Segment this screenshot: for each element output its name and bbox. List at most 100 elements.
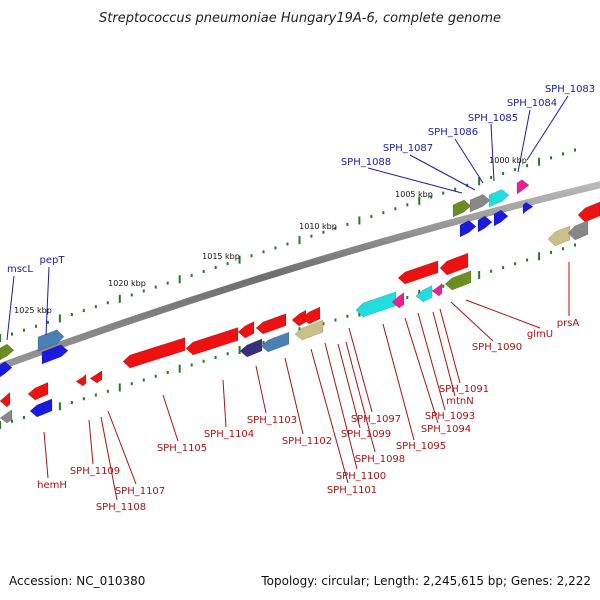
leader-line: [337, 343, 361, 429]
gene-block: [41, 344, 69, 365]
leader-line: [450, 301, 494, 342]
scale-label: 1000 kbp: [489, 156, 527, 165]
gene-block: [567, 220, 589, 241]
gene-block: [488, 189, 510, 208]
leader-line: [310, 348, 349, 484]
leader-line: [439, 308, 461, 384]
leader-line: [324, 342, 358, 470]
scale-label: 1010 kbp: [299, 222, 337, 231]
gene-label: SPH_1091: [439, 384, 489, 395]
leader-line: [107, 410, 137, 485]
gene-label: mtnN: [446, 396, 473, 407]
scale-label: 1015 kbp: [202, 252, 240, 261]
leader-line: [490, 123, 495, 182]
leader-line: [417, 312, 446, 411]
leader-line: [382, 323, 415, 441]
gene-block: [185, 327, 239, 356]
gene-labels: 1000 kbp 1005 kbp 1010 kbp 1015 kbp 1020 kbp…: [7, 84, 595, 513]
leader-line: [162, 394, 179, 442]
leader-line: [255, 365, 267, 414]
gene-label: SPH_1100: [336, 471, 386, 482]
scale-label: 1020 kbp: [108, 279, 146, 288]
gene-block: [439, 252, 469, 276]
gene-block: [452, 199, 472, 218]
leader-line: [465, 299, 541, 329]
gene-block: [397, 260, 439, 285]
leader-line: [222, 379, 227, 428]
gene-block: [493, 209, 509, 227]
gene-block: [459, 220, 477, 238]
gene-label: SPH_1107: [115, 486, 165, 497]
leader-line: [404, 317, 439, 424]
gene-label: SPH_1087: [383, 143, 433, 154]
gene-block: [469, 194, 491, 213]
gene-block: [415, 285, 433, 303]
leader-line: [526, 95, 569, 161]
gene-block: [75, 373, 87, 387]
leader-line: [454, 138, 484, 184]
gene-label: SPH_1093: [425, 411, 475, 422]
accession-text: Accession: NC_010380: [9, 574, 146, 588]
gene-block: [291, 309, 307, 327]
leader-line: [345, 341, 376, 453]
gene-label: hemH: [37, 480, 67, 491]
gene-label: prsA: [557, 318, 580, 329]
scale-label: 1005 kbp: [395, 190, 433, 199]
gene-block: [431, 282, 443, 297]
gene-label: SPH_1104: [204, 429, 254, 440]
gene-block: [355, 291, 397, 318]
gene-block: [122, 337, 186, 369]
gene-block: [444, 270, 472, 291]
leader-line: [367, 167, 463, 194]
gene-block: [0, 391, 11, 408]
gene-features: [0, 179, 600, 424]
gene-block: [577, 201, 600, 223]
map-title: Streptococcus pneumoniae Hungary19A-6, c…: [99, 11, 501, 26]
leader-line: [88, 419, 94, 465]
gene-label: SPH_1109: [70, 466, 120, 477]
leader-line: [100, 416, 118, 501]
gene-block: [260, 331, 290, 353]
gene-block: [0, 409, 13, 424]
gene-label: SPH_1103: [247, 415, 297, 426]
gene-label: SPH_1094: [421, 424, 471, 435]
gene-label: SPH_1088: [341, 157, 391, 168]
gene-block: [37, 329, 65, 352]
gene-label: SPH_1095: [396, 441, 446, 452]
leader-line: [43, 431, 49, 479]
topology-text: Topology: circular; Length: 2,245,615 bp…: [261, 574, 591, 588]
gene-block: [522, 201, 534, 215]
leader-line: [409, 154, 476, 191]
gene-label: pepT: [40, 255, 66, 266]
gene-block: [294, 319, 324, 341]
gene-block: [29, 398, 53, 418]
gene-block: [301, 306, 321, 325]
gene-label: SPH_1108: [96, 502, 146, 513]
gene-label: SPH_1099: [341, 429, 391, 440]
gene-block: [547, 225, 571, 247]
gene-label: SPH_1102: [282, 436, 332, 447]
gene-label: SPH_1101: [327, 485, 377, 496]
leader-line: [284, 357, 304, 435]
gene-block: [0, 343, 15, 361]
leader-lines: [6, 95, 570, 501]
gene-block: [27, 382, 49, 401]
leader-line: [517, 109, 531, 173]
gene-label: SPH_1090: [472, 342, 522, 353]
leader-line: [6, 275, 15, 341]
gene-label: SPH_1084: [507, 98, 557, 109]
gene-block: [391, 292, 405, 309]
gene-label: SPH_1086: [428, 127, 478, 138]
gene-label: SPH_1097: [351, 414, 401, 425]
gene-label: SPH_1085: [468, 113, 518, 124]
leader-line: [348, 327, 373, 413]
gene-label: mscL: [7, 264, 33, 275]
scale-label: 1025 kbp: [14, 306, 52, 315]
gene-label: glmU: [527, 329, 553, 340]
leader-line: [45, 266, 50, 336]
gene-block: [89, 370, 103, 384]
gene-label: SPH_1083: [545, 84, 595, 95]
gene-block: [477, 215, 493, 233]
gene-block: [255, 313, 287, 335]
